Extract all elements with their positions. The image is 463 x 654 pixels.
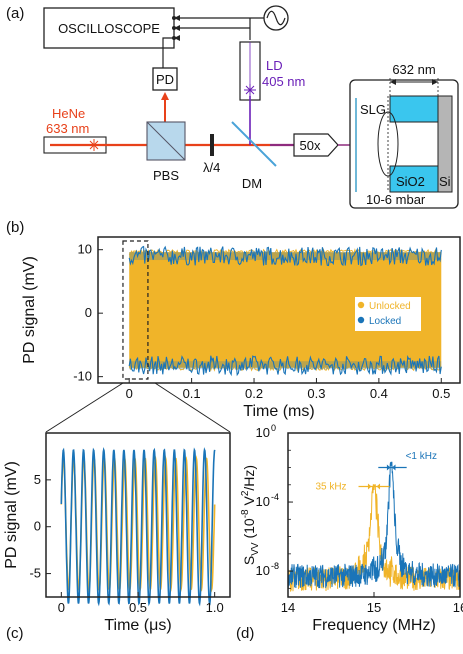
oscilloscope-label: OSCILLOSCOPE bbox=[58, 21, 160, 36]
panel-a-setup: (a) OSCILLOSCOPE PD bbox=[6, 5, 459, 209]
pbs-diagonal bbox=[146, 121, 186, 161]
si-substrate bbox=[437, 95, 453, 193]
connector-arrows bbox=[172, 15, 180, 41]
dichroic-mirror bbox=[231, 121, 277, 167]
chart-d-xtick-label: 15 bbox=[367, 600, 381, 615]
zoom-connector-right bbox=[154, 382, 231, 433]
series-locked-lower bbox=[128, 355, 442, 377]
legend-label-unlocked: Unlocked bbox=[369, 301, 411, 312]
panel-label-b: (b) bbox=[6, 219, 24, 236]
series-locked-spectrum bbox=[287, 461, 461, 589]
chart-c-xtick-label: 1.0 bbox=[206, 600, 224, 615]
sio2-label: SiO2 bbox=[396, 174, 425, 189]
dm-label: DM bbox=[242, 176, 262, 191]
panel-label-c: (c) bbox=[6, 625, 24, 642]
chart-c-xtick-label: 0 bbox=[58, 600, 65, 615]
chart-b-xtick-label: 0.1 bbox=[183, 386, 201, 401]
chart-d-ylabel: SVV (10-8 V2/Hz) bbox=[240, 465, 261, 565]
chart-d-ytick-label: 10 bbox=[256, 494, 270, 509]
pressure-label: 10-6 mbar bbox=[366, 192, 426, 207]
legend-marker-locked bbox=[357, 316, 365, 324]
sine-wave-icon bbox=[266, 10, 286, 26]
linewidth-arrow-unlocked-left bbox=[367, 483, 372, 490]
chart-d-ylabel-part: -8 bbox=[240, 509, 251, 518]
objective-label: 50x bbox=[300, 138, 321, 153]
chart-c-zoom-trace: 0 0.5 1.0 -5 0 5 Time (μs) PD signal (mV) bbox=[3, 432, 231, 634]
series-locked-band-bottom bbox=[129, 361, 442, 370]
chart-b-ytick-label: 0 bbox=[85, 305, 92, 320]
chart-c-ytick-label: -5 bbox=[29, 566, 41, 581]
linewidth-arrow-locked-left bbox=[386, 464, 391, 471]
linewidth-label-locked: <1 kHz bbox=[406, 451, 437, 462]
quarter-wave-plate bbox=[210, 134, 214, 156]
chart-d-ytick-label: 10 bbox=[256, 425, 270, 440]
linewidth-arrow-locked-right bbox=[392, 464, 396, 471]
sio2-top bbox=[389, 95, 439, 123]
chart-b-time-trace: 0 0.1 0.2 0.3 0.4 0.5 -10 0 10 Time (ms) PD signal… bbox=[21, 236, 461, 420]
ld-wavelength: 405 nm bbox=[262, 74, 305, 89]
chart-d-ylabel-part: VV bbox=[250, 542, 261, 556]
chart-d-ytick-label: 10 bbox=[256, 563, 270, 578]
chart-b-xtick-label: 0.2 bbox=[245, 386, 263, 401]
chart-c-xtick-label: 0.5 bbox=[129, 600, 147, 615]
si-label: Si bbox=[439, 174, 451, 189]
chart-b-ylabel: PD signal (mV) bbox=[21, 256, 38, 364]
pbs-label: PBS bbox=[153, 168, 179, 183]
chart-c-xlabel: Time (μs) bbox=[104, 617, 171, 634]
linewidth-arrow-unlocked-right bbox=[376, 483, 381, 490]
chart-d-xtick-label: 16 bbox=[453, 600, 463, 615]
legend-marker-unlocked bbox=[357, 301, 365, 309]
chart-d-ytick-exponent: 0 bbox=[271, 423, 276, 433]
hene-wavelength: 633 nm bbox=[46, 121, 89, 136]
chart-b-xtick-label: 0 bbox=[126, 386, 133, 401]
zoom-region-box bbox=[122, 240, 149, 380]
chart-d-ylabel-part: V bbox=[241, 495, 257, 509]
slg-label: SLG bbox=[360, 102, 386, 117]
chart-d-ylabel-part: /Hz) bbox=[241, 465, 257, 491]
photodiode-label: PD bbox=[156, 72, 174, 87]
panel-label-a: (a) bbox=[6, 5, 24, 22]
dimension-label: 632 nm bbox=[392, 62, 435, 77]
chart-b-legend-box bbox=[355, 297, 421, 331]
qwp-label: λ/4 bbox=[203, 160, 220, 175]
chart-b-xlabel: Time (ms) bbox=[243, 403, 314, 420]
hene-label: HeNe bbox=[52, 106, 85, 121]
series-locked-zoom bbox=[60, 446, 216, 607]
panel-label-d: (d) bbox=[236, 625, 254, 642]
linewidth-label-unlocked: 35 kHz bbox=[315, 482, 346, 493]
series-locked-upper bbox=[128, 245, 442, 267]
chart-c-ytick-label: 0 bbox=[34, 519, 41, 534]
series-locked-band-top bbox=[129, 252, 442, 261]
chart-b-xtick-label: 0.4 bbox=[370, 386, 388, 401]
chart-d-ylabel-part: 2 bbox=[240, 490, 251, 496]
chart-b-frame bbox=[97, 236, 461, 384]
zoom-connector-left bbox=[45, 382, 124, 433]
chart-c-ylabel: PD signal (mV) bbox=[3, 461, 20, 569]
chart-d-xlabel: Frequency (MHz) bbox=[312, 617, 436, 634]
ld-label: LD bbox=[266, 58, 283, 73]
chart-d-ylabel-part: (10 bbox=[241, 518, 257, 542]
chart-b-ytick-label: -10 bbox=[73, 369, 92, 384]
sio2-bottom bbox=[389, 165, 439, 193]
chart-d-ylabel-part: S bbox=[241, 556, 257, 565]
chart-b-xtick-label: 0.3 bbox=[307, 386, 325, 401]
chart-d-xtick-label: 14 bbox=[281, 600, 295, 615]
chart-b-ytick-label: 10 bbox=[78, 242, 92, 257]
chart-b-xtick-label: 0.5 bbox=[432, 386, 450, 401]
chart-c-ytick-label: 5 bbox=[34, 472, 41, 487]
laser-diode-star-icon bbox=[244, 84, 256, 96]
chart-d-ytick-exponent: -4 bbox=[271, 492, 279, 502]
photodiode-box bbox=[152, 67, 178, 91]
objective-lens bbox=[293, 133, 339, 157]
reflected-beam-arrow bbox=[161, 92, 169, 100]
oscilloscope-box bbox=[43, 7, 175, 49]
legend-label-locked: Locked bbox=[369, 316, 401, 327]
chart-d-ytick-exponent: -8 bbox=[271, 561, 279, 571]
